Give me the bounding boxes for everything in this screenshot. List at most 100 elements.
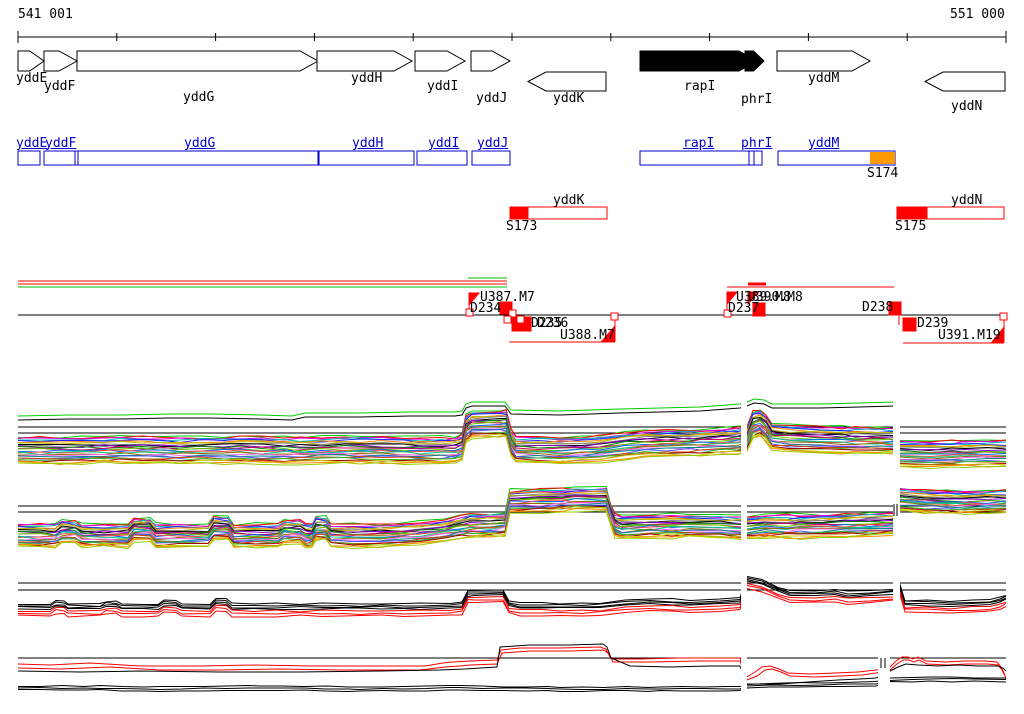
expression-panel-4-data-gap — [741, 640, 747, 712]
gene-box-yddI[interactable] — [416, 150, 468, 166]
feature-square-open[interactable] — [610, 312, 619, 321]
gene-arrow-yddI[interactable] — [414, 50, 467, 72]
feature-flag-U388.M7[interactable] — [600, 324, 616, 342]
gene-arrow-yddN[interactable] — [923, 71, 1006, 92]
gene-link-yddJ[interactable]: yddJ — [477, 136, 509, 151]
gene-link-yddI[interactable]: yddI — [428, 136, 460, 151]
feature-flag-U387.M7[interactable] — [468, 292, 481, 307]
feature-square-filled[interactable] — [888, 301, 902, 316]
expression-panel-2-series — [17, 500, 1007, 541]
segment-fill-S173[interactable] — [509, 206, 529, 220]
feature-label-U391.M19: U391.M19 — [938, 328, 1001, 343]
expression-panel-4-series — [17, 643, 1007, 685]
gene-arrow-label-yddG: yddG — [183, 90, 215, 105]
expression-panel-1-series — [18, 424, 1007, 460]
coordinate-end-label: 551 000 — [950, 7, 1005, 22]
expression-panel-1-data-gap — [893, 396, 900, 470]
gene-arrow-label-yddF: yddF — [44, 79, 76, 94]
gene-link-yddH[interactable]: yddH — [352, 136, 384, 151]
gene-link-yddE[interactable]: yddE — [16, 136, 48, 151]
expression-panel-2-series — [17, 495, 1007, 537]
coordinate-start-label: 541 001 — [18, 7, 73, 22]
feature-square-open[interactable] — [503, 315, 512, 324]
gene-link-yddM[interactable]: yddM — [808, 136, 840, 151]
expression-panel-4-series — [18, 680, 1007, 693]
feature-label-U387.M7: U387.M7 — [480, 290, 535, 305]
segment-label-S175: S175 — [895, 219, 927, 234]
gene-box-rapI[interactable] — [639, 150, 763, 166]
gene-arrow-label-yddE: yddE — [16, 71, 48, 86]
gene-arrow-yddG[interactable] — [76, 50, 320, 72]
gene-arrow-yddE[interactable] — [17, 50, 45, 72]
gene-box-yddJ[interactable] — [471, 150, 511, 166]
expression-panel-2-series — [18, 488, 1007, 530]
gene-arrow-phrI[interactable] — [744, 50, 765, 72]
gene-box-yddH[interactable] — [318, 150, 415, 166]
expression-panel-3-series — [18, 582, 1007, 613]
expression-panel-3-data-gap — [893, 575, 900, 628]
gene-arrow-yddF[interactable] — [43, 50, 79, 72]
segment-gene-label-yddN: yddN — [951, 193, 983, 208]
expression-panel-1-series — [17, 398, 894, 417]
expression-panel-2-series — [17, 501, 1007, 542]
feature-label-D237: D237 — [728, 301, 760, 316]
segment-label-S174: S174 — [867, 166, 899, 181]
expression-panel-1-series — [17, 425, 1007, 458]
feature-square-open[interactable] — [999, 312, 1008, 321]
feature-square-filled[interactable] — [752, 302, 766, 317]
expression-panel-3 — [17, 575, 1007, 628]
gene-arrow-yddM[interactable] — [776, 50, 872, 72]
feature-label-U388.M7: U388.M7 — [560, 328, 615, 343]
expression-panel-4-data-gap — [878, 640, 890, 712]
expression-panel-3-series — [18, 577, 1007, 608]
expression-panel-4-series — [17, 649, 1006, 681]
expression-panel-1-series — [17, 433, 1006, 470]
expression-panel-1 — [17, 396, 1007, 470]
gene-link-phrI[interactable]: phrI — [741, 136, 773, 151]
feature-square-open[interactable] — [516, 315, 525, 324]
expression-panel-1-series — [17, 428, 1007, 463]
expression-panel-3-data-gap — [741, 575, 747, 628]
gene-arrow-label-yddI: yddI — [427, 79, 459, 94]
expression-panel-1-data-gap — [741, 396, 747, 470]
expression-panel-1-series — [17, 433, 1007, 466]
gene-arrow-label-yddN: yddN — [951, 99, 983, 114]
gene-arrow-yddJ[interactable] — [470, 50, 512, 72]
gene-arrow-rapI[interactable] — [639, 50, 759, 72]
gene-arrow-label-yddH: yddH — [351, 71, 383, 86]
feature-flag-U391.M19[interactable] — [990, 325, 1005, 343]
gene-arrow-label-yddJ: yddJ — [476, 91, 508, 106]
gene-box-yddE[interactable] — [17, 150, 41, 166]
gene-arrow-label-phrI: phrI — [741, 92, 773, 107]
gene-arrow-yddH[interactable] — [316, 50, 414, 72]
gene-link-rapI[interactable]: rapI — [683, 136, 715, 151]
expression-panel-3-series — [17, 587, 1007, 618]
segment-S174-highlight[interactable] — [870, 152, 895, 164]
feature-flag-U389[interactable] — [726, 291, 739, 306]
feature-square-open[interactable] — [508, 309, 517, 318]
expression-panel-4-series — [18, 676, 1006, 689]
expression-panel-3-series — [18, 575, 1007, 606]
feature-label-D239: D239 — [917, 316, 949, 331]
expression-panel-4 — [17, 640, 1007, 712]
gene-link-yddG[interactable]: yddG — [184, 136, 216, 151]
feature-label-U390.M8: U390.M8 — [748, 290, 803, 305]
feature-label-D234: D234 — [470, 301, 502, 316]
expression-panel-2-series — [18, 487, 1007, 529]
gene-link-yddF[interactable]: yddF — [45, 136, 77, 151]
feature-square-filled[interactable] — [902, 317, 917, 332]
feature-square-open[interactable] — [723, 309, 732, 318]
segment-fill-S175[interactable] — [896, 206, 928, 220]
gene-arrow-yddK[interactable] — [526, 71, 607, 92]
feature-label-D238: D238 — [862, 300, 894, 315]
feature-square-open[interactable] — [465, 308, 474, 317]
expression-panel-2-series — [17, 509, 1007, 550]
expression-panel-2 — [17, 480, 1007, 562]
gene-box-yddF[interactable] — [43, 150, 79, 166]
expression-panel-3-series — [17, 578, 1007, 609]
feature-flag-U390.M8[interactable] — [747, 291, 760, 306]
gene-arrow-label-yddK: yddK — [553, 91, 585, 106]
gene-box-yddG[interactable] — [77, 150, 319, 166]
